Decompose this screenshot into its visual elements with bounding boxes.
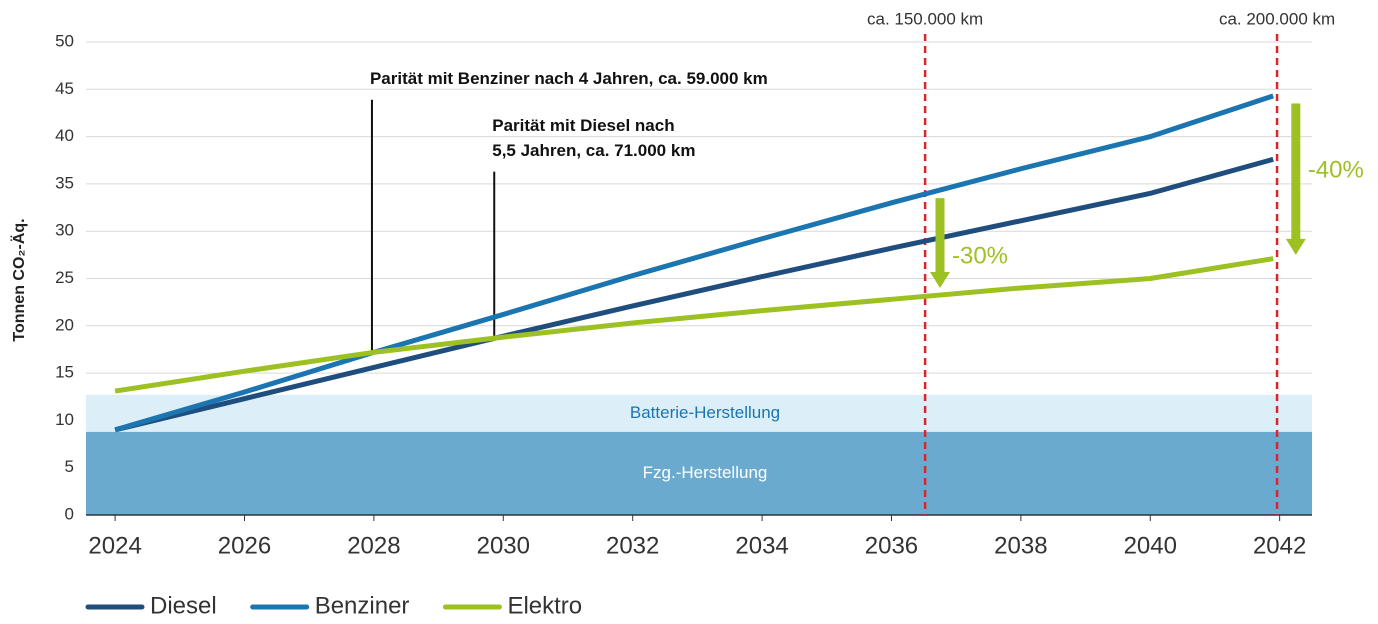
y-axis-label: Tonnen CO₂-Äq. <box>10 218 28 341</box>
annotation-text: Parität mit Diesel nach <box>492 116 674 135</box>
arrow-head <box>1285 238 1306 255</box>
annotation-text: Parität mit Benziner nach 4 Jahren, ca. … <box>370 69 768 88</box>
arrow-label: -40% <box>1308 157 1364 184</box>
arrow-head <box>929 271 950 288</box>
series-line <box>114 156 1274 433</box>
x-tick-label: 2028 <box>347 532 400 559</box>
x-tick-label: 2036 <box>865 532 918 559</box>
y-tick-label: 5 <box>65 457 74 476</box>
y-tick-label: 30 <box>55 221 74 240</box>
band-label: Fzg.-Herstellung <box>643 463 768 482</box>
marker-label: ca. 150.000 km <box>867 9 983 28</box>
x-tick-label: 2034 <box>735 532 788 559</box>
arrow-label: -30% <box>952 242 1008 269</box>
x-tick-label: 2026 <box>218 532 271 559</box>
x-tick-label: 2030 <box>477 532 530 559</box>
x-tick-label: 2040 <box>1124 532 1177 559</box>
marker-label: ca. 200.000 km <box>1219 9 1335 28</box>
y-tick-label: 20 <box>55 315 74 334</box>
y-tick-label: 0 <box>65 504 74 523</box>
series-line <box>114 93 1274 433</box>
y-tick-label: 25 <box>55 268 74 287</box>
legend-label: Diesel <box>150 592 217 619</box>
x-tick-label: 2032 <box>606 532 659 559</box>
band <box>86 394 1312 432</box>
band-label: Batterie-Herstellung <box>630 403 780 422</box>
y-tick-label: 45 <box>55 79 74 98</box>
band <box>86 431 1312 515</box>
annotation-text: 5,5 Jahren, ca. 71.000 km <box>492 141 695 160</box>
y-tick-label: 15 <box>55 363 74 382</box>
x-tick-label: 2038 <box>994 532 1047 559</box>
x-tick-label: 2024 <box>88 532 141 559</box>
y-tick-label: 50 <box>55 31 74 50</box>
y-tick-label: 35 <box>55 173 74 192</box>
legend-label: Benziner <box>315 592 410 619</box>
y-tick-label: 40 <box>55 126 74 145</box>
series-line <box>114 256 1274 394</box>
legend-label: Elektro <box>507 592 582 619</box>
x-tick-label: 2042 <box>1253 532 1306 559</box>
y-tick-label: 10 <box>55 410 74 429</box>
